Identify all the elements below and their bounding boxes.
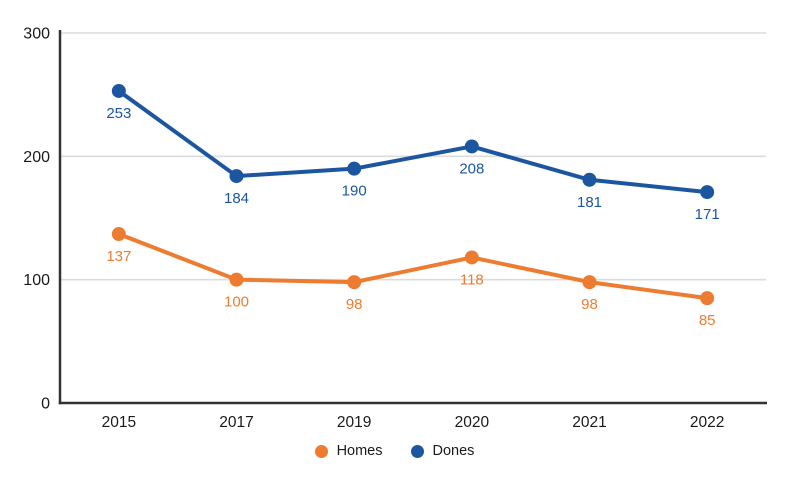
legend-label-dones: Dones: [432, 443, 475, 459]
homes-data-label: 100: [224, 294, 249, 311]
y-axis-tick-label: 0: [41, 396, 50, 413]
dones-data-point: [700, 185, 715, 200]
dones-data-label: 181: [577, 194, 602, 211]
homes-series-swatch-icon: [314, 444, 328, 458]
x-axis-tick-label: 2015: [102, 414, 136, 431]
dones-data-label: 184: [224, 190, 249, 207]
dones-data-label: 190: [342, 183, 367, 200]
homes-data-label: 98: [346, 296, 363, 313]
dones-data-label: 253: [106, 105, 131, 122]
y-axis-tick-label: 200: [23, 149, 50, 166]
dones-data-point: [229, 169, 244, 184]
dones-series-line: [116, 88, 710, 195]
homes-data-point: [464, 250, 479, 265]
x-axis-tick-label: 2019: [337, 414, 371, 431]
homes-data-label: 85: [699, 312, 716, 329]
x-axis-tick-label: 2020: [455, 414, 490, 431]
chart-legend: Homes Dones: [0, 443, 789, 459]
dones-data-label: 208: [459, 160, 484, 177]
x-axis-tick-label: 2021: [572, 414, 606, 431]
homes-data-point: [229, 272, 244, 287]
legend-item-homes: Homes: [314, 443, 383, 459]
homes-data-label: 118: [460, 271, 484, 288]
dones-data-point: [464, 139, 479, 154]
y-axis-tick-label: 300: [23, 26, 50, 43]
dones-data-point: [347, 161, 362, 176]
homes-data-point: [700, 291, 715, 306]
dones-series-swatch-icon: [410, 444, 424, 458]
homes-data-point: [582, 275, 597, 290]
homes-data-point: [111, 227, 126, 242]
dones-data-label: 171: [695, 206, 720, 223]
homes-data-label: 98: [581, 296, 598, 313]
chart-canvas: 0 100 200 300 2015 2017 2019 2020 2021 2022 137 100…: [23, 26, 767, 431]
legend-label-homes: Homes: [336, 443, 383, 459]
dones-data-point: [111, 83, 126, 98]
homes-series-line: [116, 232, 710, 301]
homes-data-point: [347, 275, 362, 290]
y-axis-tick-label: 100: [23, 272, 50, 289]
dones-data-point: [582, 172, 597, 187]
x-axis-tick-label: 2017: [219, 414, 253, 431]
homes-data-label: 137: [106, 248, 131, 265]
x-axis-tick-label: 2022: [690, 414, 724, 431]
legend-item-dones: Dones: [410, 443, 475, 459]
